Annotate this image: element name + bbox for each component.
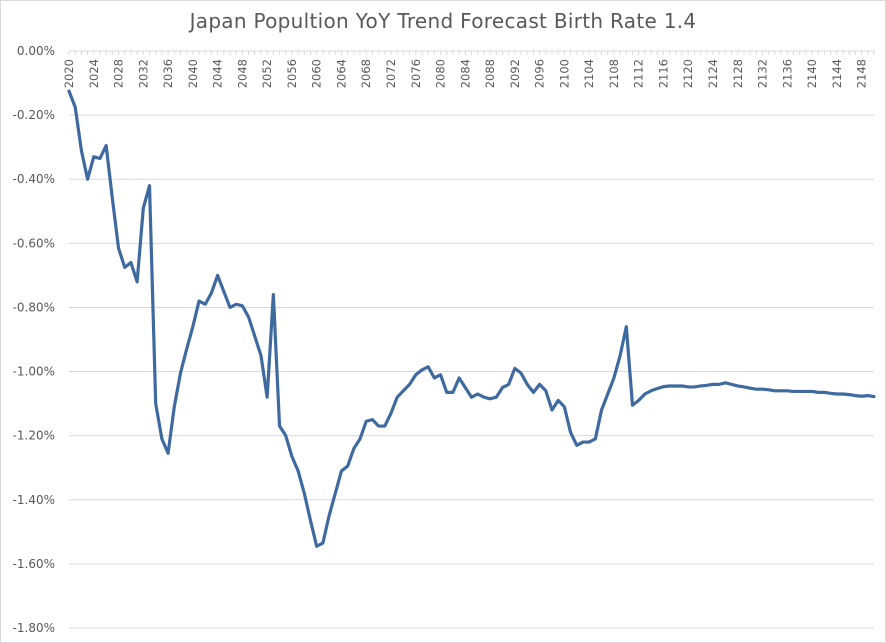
x-tick-label: 2040 <box>186 59 200 88</box>
y-tick-label: -1.20% <box>13 429 55 443</box>
x-tick-label: 2072 <box>384 59 398 88</box>
x-tick-label: 2020 <box>62 59 76 88</box>
x-tick-label: 2076 <box>409 59 423 88</box>
x-tick-label: 2144 <box>830 59 844 88</box>
y-tick-label: -1.00% <box>13 365 55 379</box>
y-tick-label: -0.80% <box>13 300 55 314</box>
x-tick-label: 2112 <box>632 59 646 88</box>
x-tick-label: 2088 <box>483 59 497 88</box>
x-tick-label: 2060 <box>310 59 324 88</box>
x-tick-label: 2120 <box>681 59 695 88</box>
gridlines <box>68 50 875 629</box>
x-tick-label: 2108 <box>607 59 621 88</box>
y-tick-label: -1.60% <box>13 557 55 571</box>
y-tick-label: -0.20% <box>13 108 55 122</box>
y-tick-label: -0.40% <box>13 172 55 186</box>
x-tick-label: 2132 <box>756 59 770 88</box>
x-tick-label: 2028 <box>112 59 126 88</box>
y-tick-label: -0.60% <box>13 236 55 250</box>
y-tick-label: 0.00% <box>17 44 55 58</box>
x-tick-label: 2104 <box>582 59 596 88</box>
x-tick-label: 2064 <box>334 59 348 88</box>
x-tick-label: 2140 <box>805 59 819 88</box>
x-axis-ticks: 2020 2024 2028 2032 2036 2040 2044 2048 2052 2056… <box>62 59 869 88</box>
series-layer <box>67 89 876 548</box>
chart-title: Japan Popultion YoY Trend Forecast Birth… <box>189 9 697 33</box>
x-tick-label: 2080 <box>434 59 448 88</box>
y-tick-label: -1.80% <box>13 621 55 635</box>
x-tick-label: 2024 <box>87 59 101 88</box>
x-tick-label: 2124 <box>706 59 720 88</box>
x-tick-label: 2036 <box>161 59 175 88</box>
x-tick-label: 2096 <box>533 59 547 88</box>
x-tick-label: 2136 <box>780 59 794 88</box>
x-tick-label: 2052 <box>260 59 274 88</box>
x-tick-label: 2092 <box>508 59 522 88</box>
x-tick-label: 2116 <box>656 59 670 88</box>
y-tick-label: -1.40% <box>13 493 55 507</box>
y-axis-ticks: 0.00% -0.20% -0.40% -0.60% -0.80% -1.00% -1.20… <box>13 44 55 635</box>
x-tick-label: 2148 <box>855 59 869 88</box>
x-tick-label: 2048 <box>235 59 249 88</box>
x-tick-label: 2044 <box>211 59 225 88</box>
x-tick-label: 2100 <box>557 59 571 88</box>
x-tick-label: 2056 <box>285 59 299 88</box>
x-tick-label: 2068 <box>359 59 373 88</box>
x-tick-label: 2032 <box>136 59 150 88</box>
x-tick-label: 2128 <box>731 59 745 88</box>
series-line <box>67 89 876 548</box>
x-tick-label: 2084 <box>458 59 472 88</box>
